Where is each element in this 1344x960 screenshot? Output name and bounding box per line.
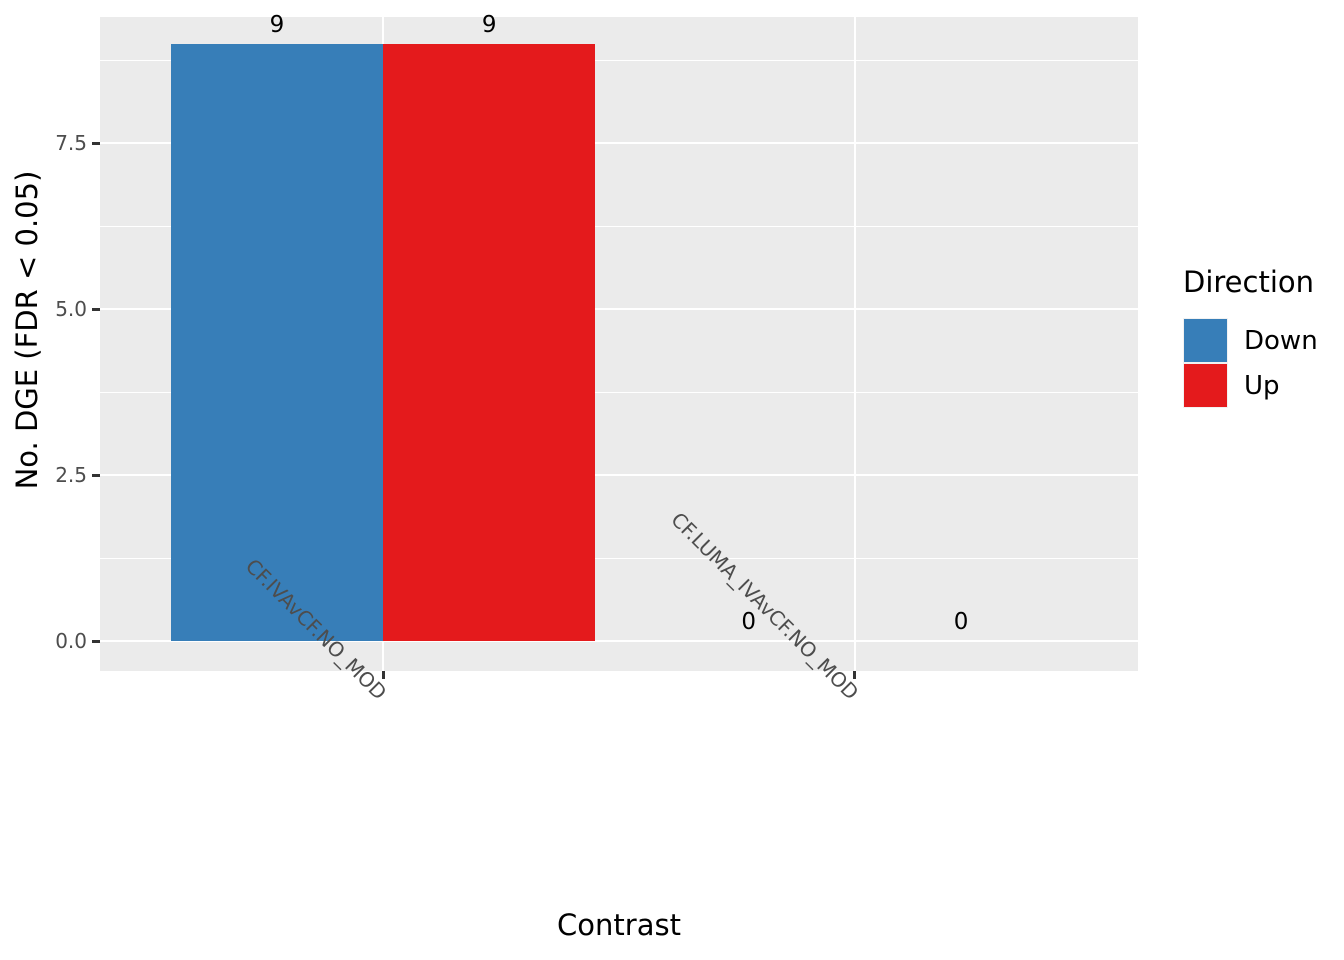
- legend-entries: Down Up: [1183, 318, 1318, 408]
- y-tick-label: 7.5: [55, 131, 87, 156]
- bar: [170, 43, 384, 642]
- gridline-major: [100, 142, 1138, 145]
- y-axis-title: No. DGE (FDR < 0.05): [10, 170, 44, 490]
- bar-value-label: 0: [953, 609, 969, 636]
- legend-key-swatch: [1184, 319, 1227, 362]
- legend-key: [1183, 318, 1228, 363]
- legend-entry: Up: [1183, 363, 1318, 408]
- y-tick-label: 5.0: [55, 297, 87, 322]
- y-tick: [92, 141, 100, 145]
- bar-value-label: 9: [269, 11, 285, 38]
- legend-title: Direction: [1183, 265, 1315, 299]
- gridline-major: [100, 640, 1138, 643]
- panel: 9 9 0 0: [100, 11, 1138, 671]
- legend: Direction Down Up: [1183, 268, 1318, 408]
- gridline-major: [100, 474, 1138, 477]
- legend-label: Down: [1244, 325, 1318, 356]
- bar-value-label: 0: [741, 609, 757, 636]
- legend-label: Up: [1244, 370, 1280, 401]
- bar-value-label: 9: [481, 11, 497, 38]
- legend-entry: Down: [1183, 318, 1318, 363]
- y-tick: [92, 307, 100, 311]
- gridline-minor: [100, 557, 1138, 559]
- x-tick: [853, 671, 857, 679]
- legend-key-swatch: [1184, 364, 1227, 407]
- y-tick: [92, 473, 100, 477]
- gridline-vertical: [853, 17, 856, 671]
- x-tick: [381, 671, 385, 679]
- gridline-major: [100, 308, 1138, 311]
- y-tick-label: 0.0: [55, 629, 87, 654]
- y-tick: [92, 639, 100, 643]
- bar: [383, 43, 596, 642]
- gridline-minor: [100, 225, 1138, 227]
- gridline-minor: [100, 59, 1138, 61]
- y-tick-label: 2.5: [55, 463, 87, 488]
- legend-key: [1183, 363, 1228, 408]
- x-axis-title: Contrast: [557, 908, 681, 942]
- gridline-minor: [100, 391, 1138, 393]
